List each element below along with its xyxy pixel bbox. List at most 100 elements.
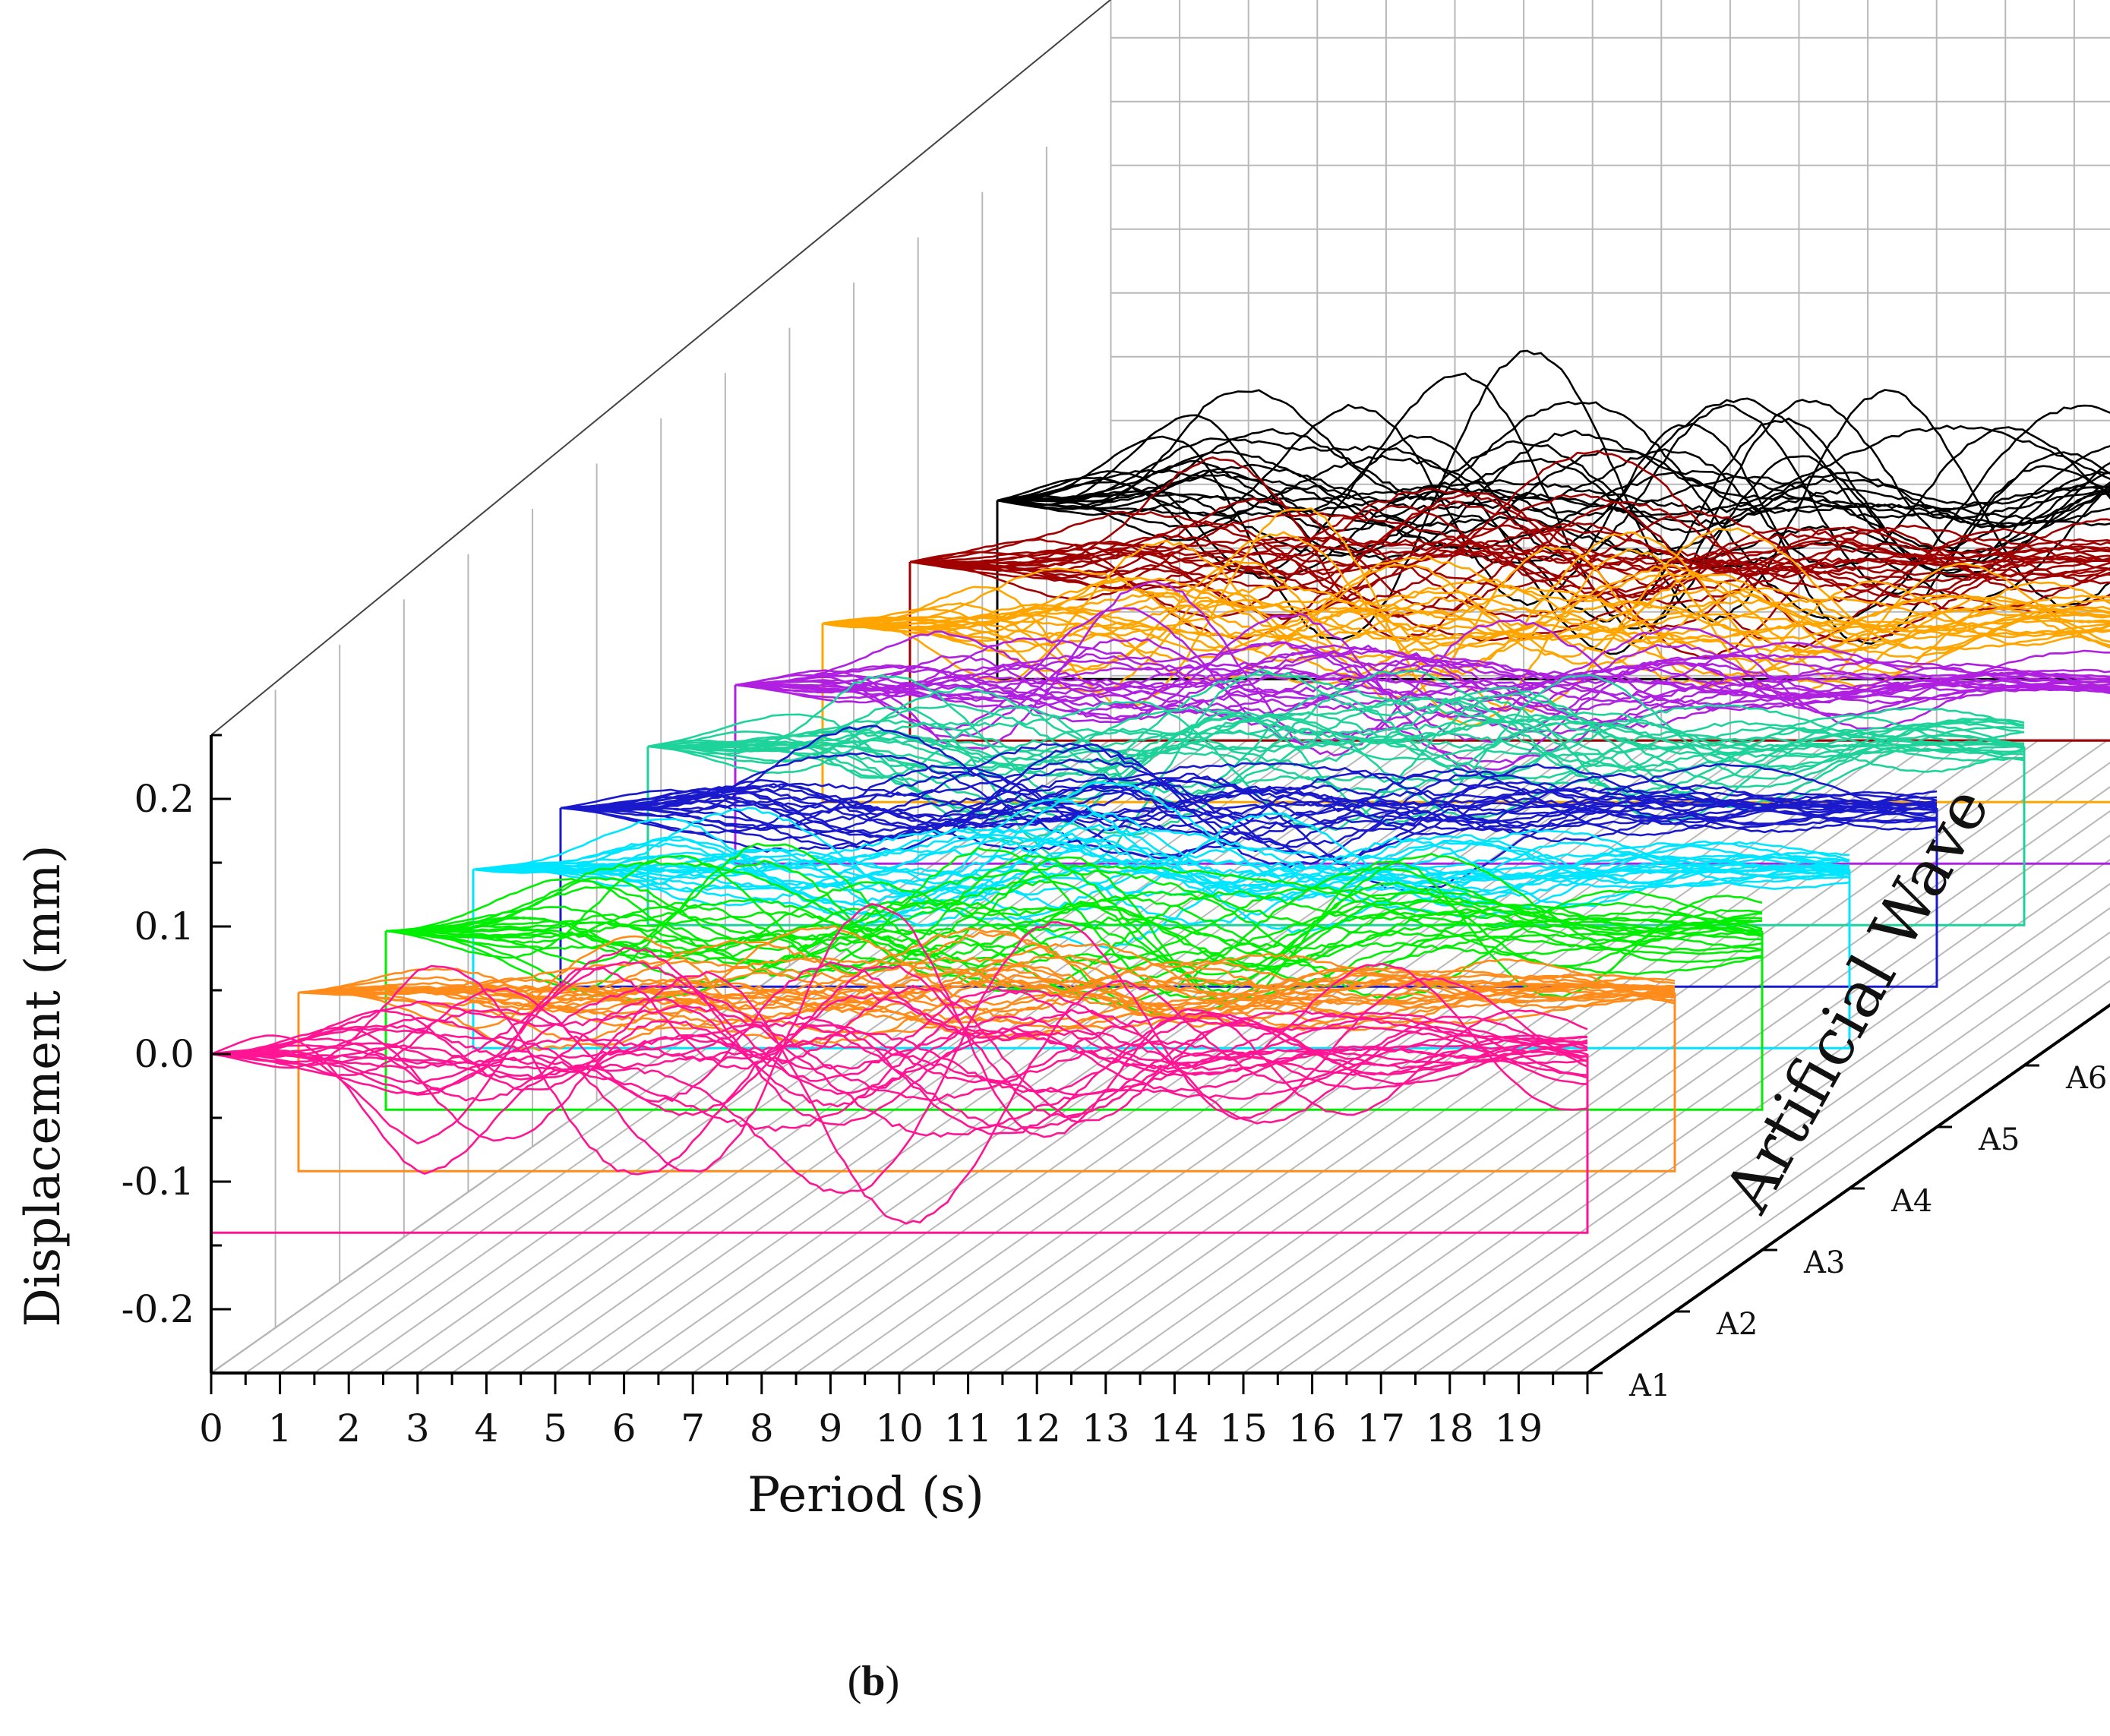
trace-A8-19	[822, 545, 2110, 701]
trace-A10-15	[997, 440, 2110, 534]
trace-A10-14	[997, 429, 2110, 561]
x-tick-label: 16	[1288, 1406, 1337, 1450]
trace-A5-1	[560, 752, 1938, 858]
trace-A5-15	[561, 776, 1938, 832]
trace-A5-20	[560, 778, 1938, 848]
y-tick-label: -0.1	[122, 1160, 194, 1204]
x-tick-label: 4	[474, 1406, 498, 1450]
trace-A6-6	[647, 668, 2025, 868]
side-top-edge	[210, 0, 1112, 736]
trace-A9-17	[909, 493, 2110, 649]
floor-grid-line	[1449, 907, 2110, 1374]
y-tick-label: 0.2	[134, 777, 194, 821]
x-tick-label: 12	[1012, 1406, 1061, 1450]
x-tick-label: 13	[1082, 1406, 1130, 1450]
y-axis-title: Displacement (mm)	[15, 844, 71, 1327]
trace-A9-4	[909, 504, 2110, 620]
depth-tick-label: A2	[1716, 1307, 1758, 1342]
trace-A5-3	[560, 772, 1938, 850]
trace-A1-4	[210, 984, 1588, 1142]
floor-grid-line	[520, 738, 1421, 1374]
floor-grid-line	[1139, 738, 2041, 1374]
y-tick-label: 0.0	[134, 1032, 194, 1076]
labels-layer: Period (s) Displacement (mm) Artificial …	[15, 775, 2107, 1705]
series-A4	[472, 781, 1851, 1049]
trace-A10-20	[997, 403, 2110, 645]
trace-A8-16	[822, 555, 2110, 681]
floor-grid-line	[658, 738, 1559, 1374]
trace-A8-18	[822, 598, 2110, 641]
series-frame-A7	[734, 685, 2110, 865]
x-tick-label: 9	[818, 1406, 842, 1450]
floor-grid-line	[1414, 882, 2110, 1374]
series-frame-A2	[297, 993, 1676, 1173]
trace-A3-18	[385, 854, 1763, 999]
series-A9	[908, 450, 2110, 742]
trace-A3-13	[385, 853, 1763, 976]
trace-A3-9	[385, 886, 1763, 993]
panel-letter: b	[861, 1658, 885, 1705]
floor-grid-line	[1380, 858, 2110, 1374]
axes-layer	[210, 734, 2039, 1394]
depth-tick-label: A1	[1628, 1368, 1670, 1403]
floor-grid-line	[1208, 738, 2109, 1374]
trace-A3-16	[385, 877, 1763, 1019]
trace-A1-16	[211, 964, 1588, 1145]
depth-tick-label: A3	[1803, 1245, 1845, 1280]
trace-A1-20	[210, 984, 1588, 1102]
floor-grid-line	[1173, 738, 2075, 1374]
floor-grid-line	[1346, 834, 2110, 1374]
trace-A7-13	[734, 654, 2110, 721]
y-tick-label: -0.2	[122, 1287, 194, 1331]
trace-A10-19	[997, 469, 2110, 551]
trace-A8-5	[822, 567, 2110, 686]
floor-grid-line	[554, 738, 1456, 1374]
trace-A10-9	[997, 425, 2110, 517]
trace-A4-19	[472, 797, 1850, 926]
trace-A4-7	[472, 826, 1850, 907]
series-A5	[559, 724, 1938, 988]
depth-tick-label: A5	[1978, 1122, 2020, 1157]
trace-A5-12	[560, 742, 1938, 860]
series-layer	[210, 349, 2110, 1234]
trace-A6-20	[647, 669, 2025, 837]
floor-grid-line	[1277, 786, 2110, 1374]
trace-A3-10	[386, 847, 1763, 1002]
trace-A1-19	[210, 1008, 1588, 1135]
x-tick-label: 1	[268, 1406, 292, 1450]
x-tick-label: 0	[199, 1406, 223, 1450]
trace-A6-18	[648, 728, 2025, 770]
trace-A6-19	[647, 711, 2025, 781]
x-tick-label: 19	[1495, 1406, 1543, 1450]
trace-A1-2	[210, 971, 1588, 1225]
panel-label: (b)	[848, 1658, 899, 1705]
depth-axis-line	[1586, 1002, 2110, 1375]
x-axis-title: Period (s)	[747, 1467, 984, 1523]
x-tick-label: 18	[1426, 1406, 1474, 1450]
series-frame-A4	[472, 870, 1851, 1049]
floor-grid-line	[1552, 980, 2110, 1374]
trace-A6-1	[648, 672, 2025, 823]
x-tick-label: 3	[406, 1406, 430, 1450]
floor-grid-line	[382, 738, 1284, 1374]
trace-A10-11	[997, 463, 2110, 527]
trace-A4-10	[472, 806, 1850, 934]
trace-A1-5	[210, 961, 1588, 1125]
trace-A4-16	[472, 829, 1850, 921]
trace-A6-11	[647, 686, 2025, 808]
floor-grid-line	[1483, 931, 2110, 1374]
trace-A10-2	[997, 414, 2110, 623]
trace-A8-3	[822, 607, 2110, 639]
floor-grid-line	[280, 738, 1180, 1374]
trace-A1-14	[211, 1012, 1588, 1097]
trace-A8-12	[822, 576, 2110, 668]
floor-grid-line	[829, 738, 1731, 1374]
floor-grid-line	[1105, 738, 2006, 1374]
floor-grid-line	[968, 738, 1868, 1374]
x-tick-label: 8	[750, 1406, 774, 1450]
trace-A7-16	[734, 659, 2110, 715]
trace-A8-20	[822, 579, 2110, 646]
trace-A7-20	[734, 641, 2110, 715]
x-tick-label: 17	[1357, 1406, 1405, 1450]
